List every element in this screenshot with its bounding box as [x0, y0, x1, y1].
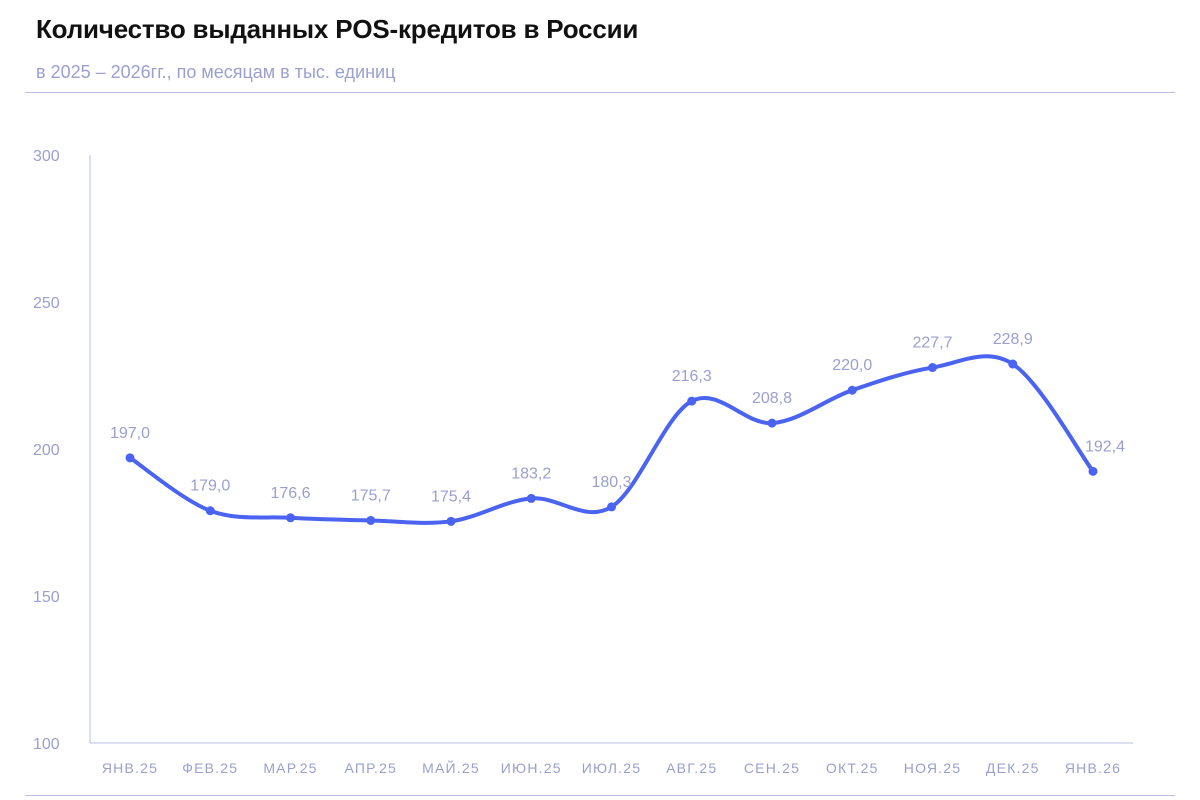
data-point — [767, 418, 777, 428]
y-tick-label: 100 — [33, 736, 60, 753]
data-label-group: 197,0 179,0 176,6 175,7 175,4 183,2 180,3 216,3… — [110, 331, 1125, 505]
data-label: 228,9 — [993, 331, 1033, 348]
data-label: 175,7 — [351, 487, 391, 504]
data-point — [1008, 359, 1018, 369]
data-point — [286, 513, 295, 523]
data-label: 216,3 — [672, 368, 712, 385]
data-point — [205, 506, 215, 516]
x-tick-label: АВГ.25 — [666, 760, 717, 776]
x-tick-label: АПР.25 — [344, 760, 397, 776]
data-point — [366, 515, 376, 525]
data-point — [928, 363, 937, 373]
y-tick-label: 250 — [33, 295, 60, 312]
data-point — [687, 396, 697, 406]
data-label: 220,0 — [832, 357, 872, 374]
x-tick-label: ФЕВ.25 — [182, 760, 238, 776]
y-tick-label: 300 — [33, 148, 60, 165]
x-tick-label: МАЙ.25 — [422, 759, 480, 776]
data-label: 180,3 — [591, 474, 631, 491]
x-tick-label: ЯНВ.26 — [1065, 760, 1121, 776]
data-point — [607, 502, 616, 512]
data-point — [1088, 466, 1098, 476]
bottom-divider — [25, 795, 1175, 796]
x-tick-label: ОКТ.25 — [826, 760, 879, 776]
chart-title: Количество выданных POS-кредитов в Росси… — [36, 14, 639, 44]
data-label: 175,4 — [431, 488, 471, 505]
x-tick-group: ЯНВ.25 ФЕВ.25 МАР.25 АПР.25 МАЙ.25 ИЮН.25 ИЮЛ.… — [102, 759, 1121, 776]
x-tick-label: НОЯ.25 — [904, 760, 961, 776]
x-tick-label: МАР.25 — [263, 760, 317, 776]
data-point — [125, 453, 135, 463]
data-label: 176,6 — [270, 485, 310, 502]
data-label: 197,0 — [110, 425, 150, 442]
x-tick-label: ЯНВ.25 — [102, 760, 158, 776]
data-point-group — [125, 359, 1098, 526]
y-tick-label: 150 — [33, 589, 60, 606]
x-tick-label: ДЕК.25 — [986, 760, 1040, 776]
data-label: 183,2 — [511, 465, 551, 482]
x-tick-label: ИЮЛ.25 — [582, 760, 641, 776]
chart-subtitle: в 2025 – 2026гг., по месяцам в тыс. един… — [36, 62, 396, 82]
data-label: 179,0 — [190, 478, 230, 495]
data-label: 208,8 — [752, 390, 792, 407]
top-divider — [25, 92, 1175, 93]
x-tick-label: СЕН.25 — [744, 760, 800, 776]
y-tick-label: 200 — [33, 442, 60, 459]
data-label: 227,7 — [912, 335, 952, 352]
data-point — [446, 516, 456, 526]
data-point — [526, 493, 536, 503]
x-tick-label: ИЮН.25 — [501, 760, 562, 776]
data-point — [847, 385, 857, 395]
data-label: 192,4 — [1085, 438, 1125, 455]
y-tick-group: 300 250 200 150 100 — [33, 148, 60, 753]
